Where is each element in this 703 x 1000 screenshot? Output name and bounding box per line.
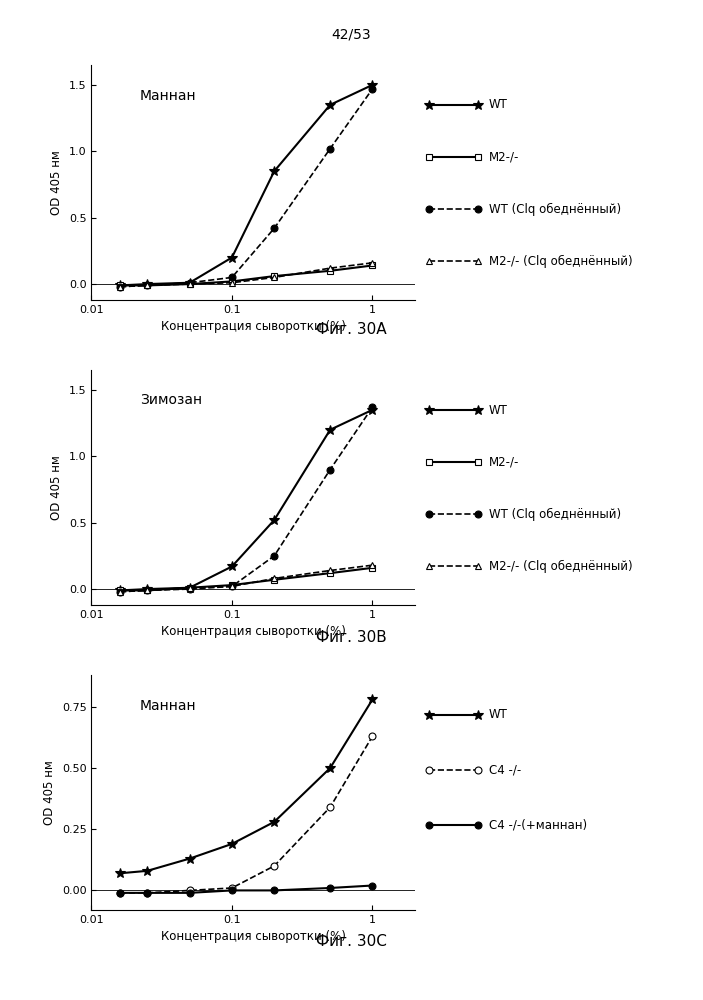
Text: WT: WT [489,708,508,722]
Y-axis label: OD 405 нм: OD 405 нм [51,455,63,520]
Text: M2-/-: M2-/- [489,150,519,163]
Text: Маннан: Маннан [140,89,197,103]
Text: Зимозан: Зимозан [140,393,202,408]
Text: Маннан: Маннан [140,699,197,713]
Text: Фиг. 30В: Фиг. 30В [316,631,387,646]
Y-axis label: OD 405 нм: OD 405 нм [43,760,56,825]
Text: WT: WT [489,99,508,111]
X-axis label: Концентрация сыворотки (%): Концентрация сыворотки (%) [161,625,345,638]
Text: WT (Clq обеднённый): WT (Clq обеднённый) [489,507,621,521]
Text: M2-/-: M2-/- [489,456,519,469]
Text: M2-/- (Clq обеднённый): M2-/- (Clq обеднённый) [489,254,632,268]
X-axis label: Концентрация сыворотки (%): Концентрация сыворотки (%) [161,320,345,333]
Text: Фиг. 30А: Фиг. 30А [316,322,387,338]
Text: WT (Clq обеднённый): WT (Clq обеднённый) [489,202,621,216]
Text: WT: WT [489,403,508,416]
Text: Фиг. 30С: Фиг. 30С [316,934,387,950]
Text: C4 -/-(+маннан): C4 -/-(+маннан) [489,818,587,832]
Text: C4 -/-: C4 -/- [489,764,521,776]
Text: M2-/- (Clq обеднённый): M2-/- (Clq обеднённый) [489,559,632,573]
Y-axis label: OD 405 нм: OD 405 нм [51,150,63,215]
X-axis label: Концентрация сыворотки (%): Концентрация сыворотки (%) [161,930,345,943]
Text: 42/53: 42/53 [332,28,371,42]
